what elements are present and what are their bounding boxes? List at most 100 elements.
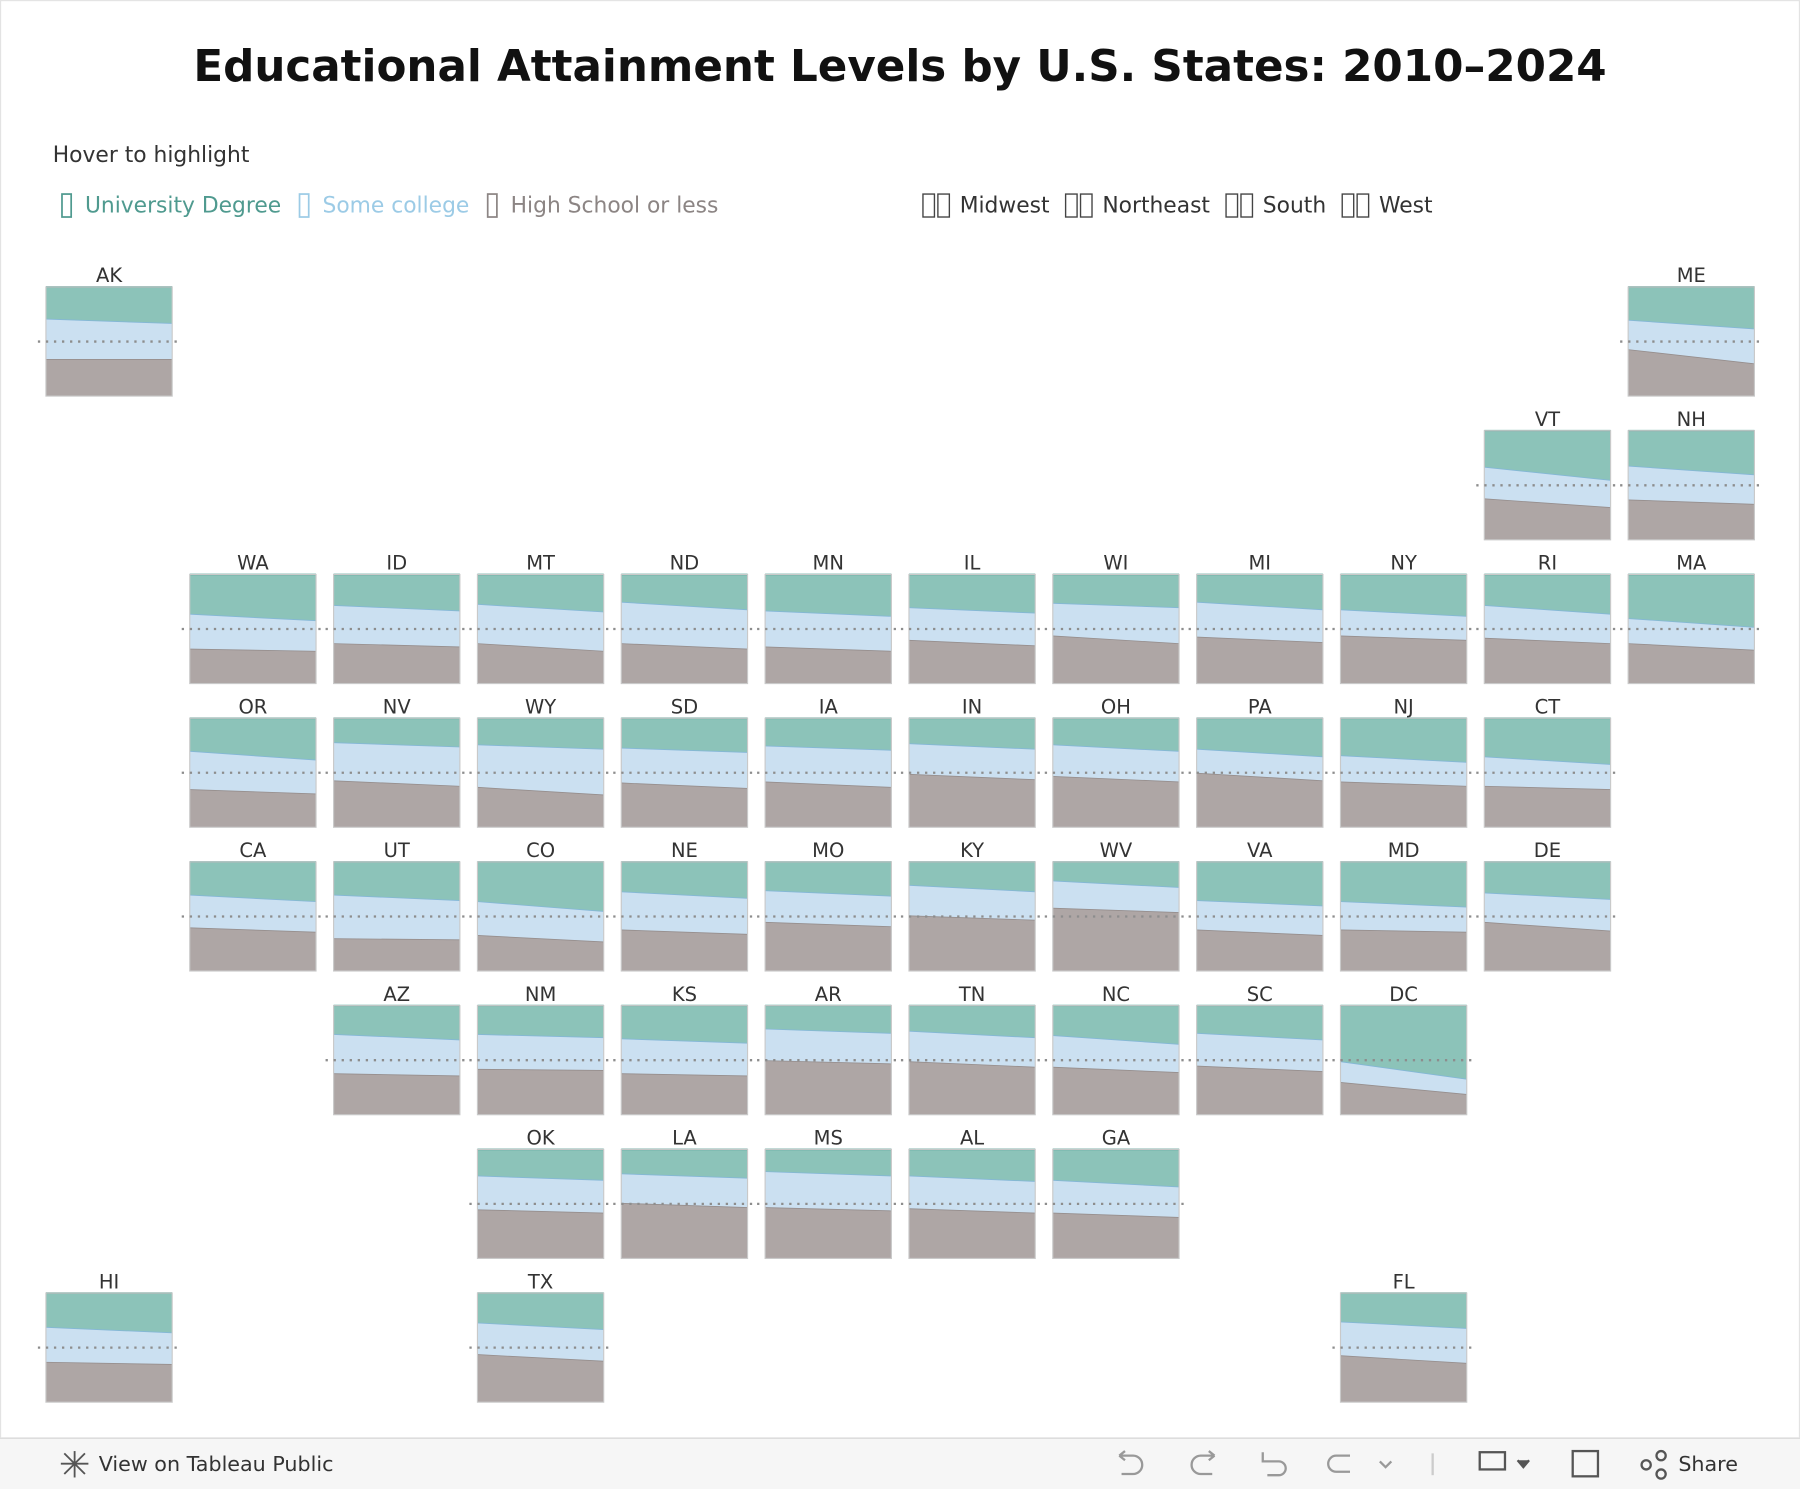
area [477,643,604,684]
area [189,718,317,760]
state-tile[interactable]: TN [900,983,1044,1116]
state-tile[interactable]: IN [900,695,1044,828]
state-tile[interactable]: AL [900,1127,1044,1260]
region-swatch [1356,193,1370,218]
state-tile[interactable]: ME [1620,264,1763,397]
state-tile[interactable]: WA [181,552,325,685]
state-tile[interactable]: SC [1188,983,1331,1116]
revert-button[interactable] [1261,1452,1287,1477]
area [1196,861,1323,906]
legend-item[interactable]: High School or less [486,193,719,219]
state-tile[interactable]: MI [1188,552,1331,685]
state-tile[interactable]: MT [469,552,612,685]
state-tile[interactable]: VT [1476,408,1619,541]
state-tile[interactable]: MN [757,552,900,685]
region-swatch [1341,193,1355,218]
state-tile[interactable]: NM [469,983,612,1116]
state-tile[interactable]: AZ [325,983,468,1116]
area [1052,744,1180,782]
redo-button[interactable] [1190,1450,1216,1476]
area [477,1293,604,1330]
area [1196,1065,1323,1115]
area [908,1149,1036,1182]
region-legend-item[interactable]: West [1341,193,1433,219]
area [1628,319,1755,364]
state-tile[interactable]: WY [469,695,612,828]
state-tile[interactable]: ND [613,552,756,685]
state-tile[interactable]: MA [1620,552,1763,685]
region-legend-item[interactable]: South [1225,193,1326,219]
state-label: AR [815,983,842,1006]
state-tile[interactable]: WI [1044,552,1188,685]
state-tile[interactable]: TX [469,1270,612,1403]
state-tile[interactable]: NY [1332,552,1475,685]
area [908,861,1036,892]
state-tile[interactable]: UT [325,839,468,972]
area [333,861,460,901]
refresh-button[interactable] [1327,1454,1351,1473]
region-legend-item[interactable]: Midwest [922,193,1050,219]
state-tile[interactable]: KY [900,839,1044,972]
state-tile[interactable]: CT [1476,695,1619,828]
state-label: MA [1676,552,1707,575]
state-tile[interactable]: MD [1332,839,1475,972]
area [765,1149,892,1176]
legend-item[interactable]: Some college [298,193,470,219]
state-tile[interactable]: VA [1188,839,1331,972]
state-tile[interactable]: PA [1188,695,1331,828]
area [45,1361,173,1403]
state-tile[interactable]: LA [613,1127,756,1260]
state-tile[interactable]: OR [181,695,325,828]
state-tile[interactable]: MS [757,1127,900,1260]
state-tile[interactable]: WV [1044,839,1188,972]
area [333,643,460,684]
area [765,610,892,651]
state-tile[interactable]: MO [757,839,900,972]
area [765,1060,892,1115]
state-label: WA [237,552,269,575]
view-on-tableau-link[interactable]: View on Tableau Public [99,1452,334,1476]
area [621,1073,748,1115]
area [1484,718,1611,765]
state-tile[interactable]: FL [1332,1270,1475,1403]
download-button[interactable] [1478,1451,1507,1471]
state-tile[interactable]: KS [613,983,756,1116]
area [908,718,1036,749]
state-tile[interactable]: NH [1620,408,1763,541]
state-tile[interactable]: IL [900,552,1044,685]
state-tile[interactable]: AK [37,264,181,397]
state-tile[interactable]: DC [1332,983,1475,1116]
area [189,613,317,651]
legend-swatch [298,193,310,218]
state-tile[interactable]: OK [469,1127,612,1260]
state-tile[interactable]: NE [613,839,756,972]
state-tile[interactable]: ID [325,552,468,685]
state-tile[interactable]: HI [37,1270,181,1403]
state-label: IL [964,552,981,575]
area [1052,907,1180,971]
state-label: HI [99,1270,119,1293]
region-swatch [1240,193,1254,218]
area-edge [1484,784,1611,790]
share-button[interactable]: Share [1678,1452,1738,1476]
state-tile[interactable]: DE [1476,839,1619,972]
fullscreen-button[interactable] [1571,1449,1600,1478]
state-tile[interactable]: IA [757,695,900,828]
state-tile[interactable]: RI [1476,552,1619,685]
state-tile[interactable]: NV [325,695,468,828]
state-tile[interactable]: GA [1044,1127,1188,1260]
state-tile[interactable]: CA [181,839,325,972]
area [1196,1032,1323,1072]
area [1484,756,1611,790]
undo-button[interactable] [1118,1450,1144,1476]
state-tile[interactable]: OH [1044,695,1188,828]
legend-item[interactable]: University Degree [61,193,281,219]
refresh-menu[interactable] [1379,1460,1393,1469]
state-tile[interactable]: SD [613,695,756,828]
state-tile[interactable]: NJ [1332,695,1475,828]
area [1340,718,1467,762]
region-legend-item[interactable]: Northeast [1064,193,1211,219]
state-tile[interactable]: AR [757,983,900,1116]
state-tile[interactable]: NC [1044,983,1188,1116]
state-tile[interactable]: CO [469,839,612,972]
